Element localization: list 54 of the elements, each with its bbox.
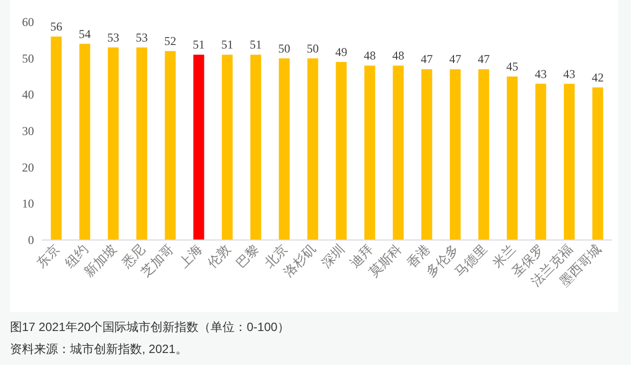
bar	[364, 66, 376, 240]
bar	[222, 54, 233, 240]
bar	[336, 62, 347, 240]
bar	[392, 66, 404, 240]
bar	[421, 69, 432, 240]
data-label: 53	[136, 30, 148, 44]
data-label: 42	[592, 70, 604, 84]
data-label: 49	[335, 44, 348, 59]
text: 图17 2021年20个国际城市创新指数（单位：0-100）	[10, 320, 290, 334]
x-tick-label: 巴黎	[232, 242, 262, 271]
y-tick-label: 30	[22, 124, 34, 138]
bar	[564, 84, 575, 240]
data-label: 43	[563, 66, 576, 81]
data-label: 45	[506, 60, 518, 74]
data-label: 52	[164, 34, 176, 48]
data-label: 43	[534, 66, 547, 81]
bar	[79, 44, 90, 240]
bar	[478, 69, 490, 240]
data-label: 51	[250, 38, 262, 52]
data-label: 51	[221, 38, 234, 52]
x-tick-label: 东京	[33, 242, 62, 271]
y-tick-label: 10	[22, 196, 34, 211]
x-tick-label: 伦敦	[204, 242, 234, 271]
text: 资料来源：城市创新指数, 2021。	[10, 342, 188, 356]
bar	[250, 54, 262, 240]
bar	[506, 76, 518, 240]
x-tick-label: 上海	[176, 242, 205, 271]
bar	[108, 47, 119, 240]
data-label: 53	[107, 30, 120, 44]
data-label: 50	[278, 41, 290, 56]
bar	[450, 69, 461, 240]
bar	[278, 58, 290, 240]
bar	[136, 47, 148, 240]
data-label: 51	[192, 38, 205, 52]
data-label: 47	[420, 52, 433, 66]
data-label: 50	[306, 41, 319, 56]
bar	[193, 54, 204, 240]
y-tick-label: 60	[22, 15, 34, 29]
data-label: 48	[364, 48, 376, 63]
bar	[164, 51, 176, 240]
data-label: 47	[478, 52, 490, 66]
y-tick-label: 0	[28, 233, 34, 247]
data-label: 47	[449, 52, 462, 66]
data-label: 56	[50, 20, 62, 34]
bar	[50, 36, 62, 240]
y-tick-label: 20	[22, 160, 34, 174]
bar	[535, 84, 546, 240]
bar	[592, 87, 604, 240]
y-tick-label: 40	[22, 88, 34, 102]
y-tick-label: 50	[22, 51, 34, 66]
data-label: 48	[392, 48, 404, 63]
x-tick-label: 深圳	[318, 242, 348, 271]
data-label: 54	[78, 26, 91, 41]
bar	[307, 58, 318, 240]
